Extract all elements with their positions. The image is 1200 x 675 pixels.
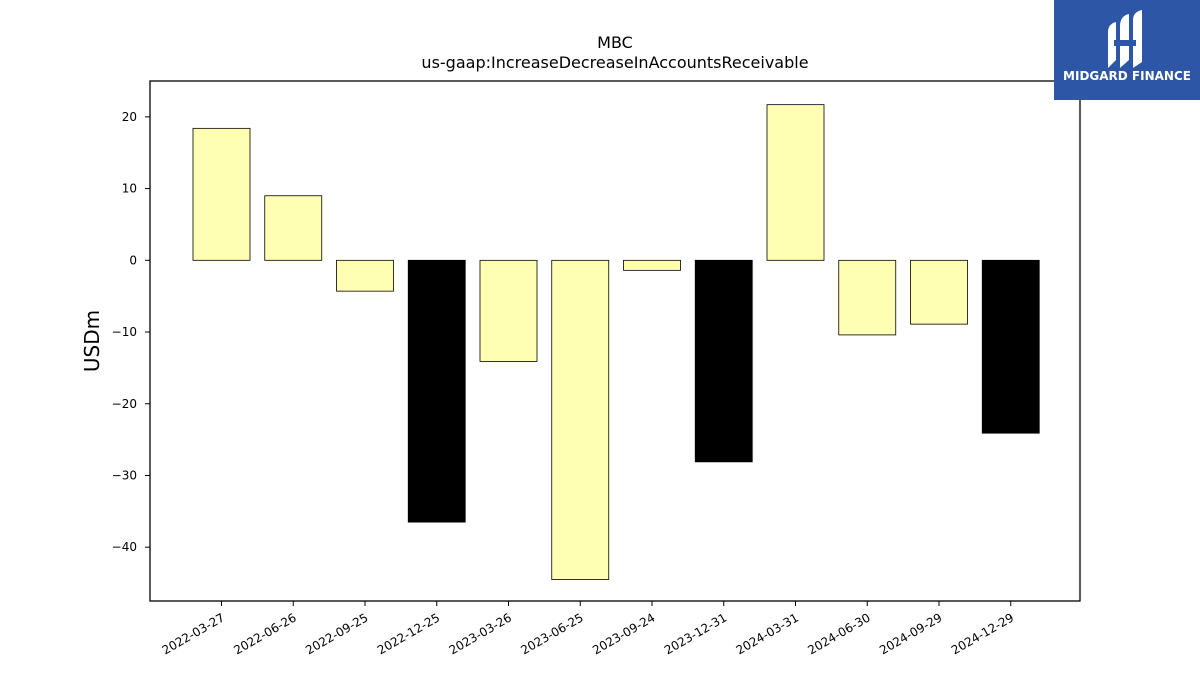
x-tick-label: 2024-12-29 <box>949 610 1016 657</box>
y-tick-label: −10 <box>112 325 137 339</box>
bars-layer <box>192 104 1040 580</box>
chart-subtitle: us-gaap:IncreaseDecreaseInAccountsReceiv… <box>421 53 808 72</box>
y-tick-label: 10 <box>122 182 137 196</box>
y-tick-label: −40 <box>112 540 137 554</box>
bar-2022-09-25 <box>336 259 394 292</box>
bar-2022-06-26 <box>264 195 323 261</box>
logo-text: MIDGARD FINANCE <box>1063 69 1191 83</box>
x-tick-label: 2023-09-24 <box>590 610 657 657</box>
brand-logo: MIDGARD FINANCE <box>1054 0 1200 100</box>
bar-2024-12-29 <box>981 259 1040 434</box>
plot-frame <box>149 80 1081 602</box>
y-axis-label: USDm <box>80 310 104 372</box>
bar-2023-06-25 <box>551 259 610 580</box>
x-tick-label: 2022-09-25 <box>303 610 370 657</box>
bar-2024-09-29 <box>910 259 968 325</box>
x-tick-label: 2022-06-26 <box>231 610 298 657</box>
bar-2023-09-24 <box>623 259 681 271</box>
bar-2023-03-26 <box>479 259 538 362</box>
chart-title: MBC <box>597 33 633 52</box>
y-tick-label: 20 <box>122 110 137 124</box>
y-tick-label: −20 <box>112 397 137 411</box>
x-tick-label: 2023-12-31 <box>662 610 729 657</box>
x-tick-label: 2023-06-25 <box>518 610 585 657</box>
y-tick-label: 0 <box>129 253 137 267</box>
x-tick-label: 2024-06-30 <box>805 610 872 657</box>
x-tick-label: 2022-03-27 <box>160 610 227 657</box>
y-tick-label: −30 <box>112 468 137 482</box>
x-tick-label: 2022-12-25 <box>375 610 442 657</box>
bar-2022-03-27 <box>192 127 251 261</box>
bar-2023-12-31 <box>694 259 753 463</box>
bar-2022-12-25 <box>407 259 466 523</box>
midgard-logo-icon <box>1108 10 1142 68</box>
bar-2024-03-31 <box>766 104 825 261</box>
x-tick-label: 2023-03-26 <box>447 610 514 657</box>
x-tick-label: 2024-03-31 <box>734 610 801 657</box>
x-tick-label: 2024-09-29 <box>877 610 944 657</box>
bar-2024-06-30 <box>838 259 897 336</box>
